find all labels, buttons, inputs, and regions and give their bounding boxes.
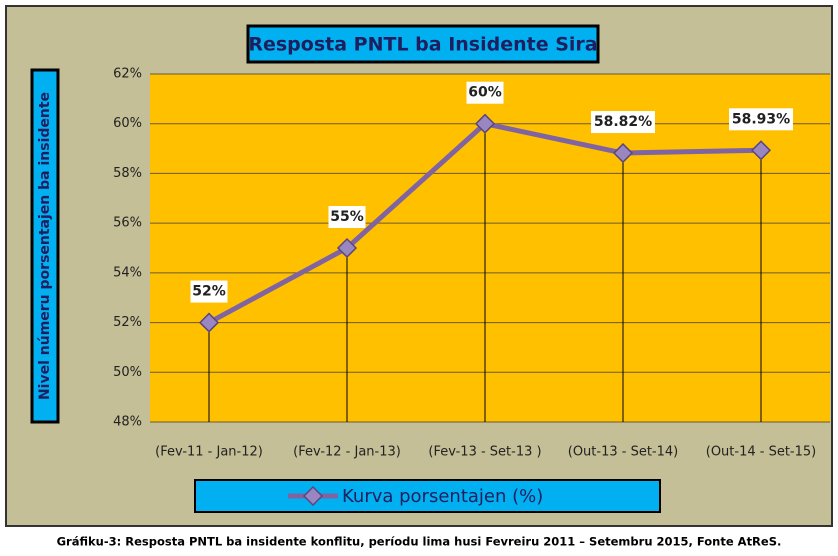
y-tick-label: 56% <box>113 216 142 231</box>
y-tick-label: 62% <box>113 67 142 82</box>
caption: Gráfiku-3: Resposta PNTL ba insidente ko… <box>57 535 782 549</box>
y-axis-label: Nivel númeru porsentajen ba insidente <box>37 92 53 400</box>
x-tick-label: (Fev-12 - Jan-13) <box>293 445 401 460</box>
title-box <box>246 24 600 64</box>
data-label: 52% <box>192 284 226 300</box>
data-label: 58.82% <box>594 114 652 130</box>
chart-title: Resposta PNTL ba Insidente Sira <box>248 34 597 56</box>
y-label-box <box>30 68 60 424</box>
y-tick-label: 48% <box>113 415 142 430</box>
data-label-bg <box>328 206 366 228</box>
y-tick-label: 60% <box>113 116 142 131</box>
plot-area <box>150 74 830 422</box>
data-label: 60% <box>468 85 502 101</box>
y-tick-label: 58% <box>113 166 142 181</box>
y-tick-label: 52% <box>113 315 142 330</box>
marker <box>474 113 496 134</box>
x-tick-label: (Fev-13 - Set-13 ) <box>428 445 541 460</box>
legend-box <box>194 479 661 513</box>
data-label: 55% <box>330 209 364 225</box>
legend-marker <box>302 485 324 507</box>
y-tick-label: 54% <box>113 265 142 280</box>
x-tick-label: (Out-13 - Set-14) <box>568 445 678 460</box>
x-tick-label: (Fev-11 - Jan-12) <box>155 445 263 460</box>
marker <box>198 312 220 333</box>
marker <box>750 140 772 161</box>
marker <box>612 142 634 164</box>
x-tick-label: (Out-14 - Set-15) <box>706 445 816 460</box>
data-label-bg <box>466 81 504 104</box>
legend-label: Kurva porsentajen (%) <box>342 486 543 507</box>
marker <box>336 237 358 259</box>
data-label-bg <box>729 108 793 131</box>
data-label-bg <box>591 111 655 134</box>
data-label-bg <box>190 280 228 303</box>
data-label: 58.93% <box>732 111 790 127</box>
y-tick-label: 50% <box>113 365 142 380</box>
